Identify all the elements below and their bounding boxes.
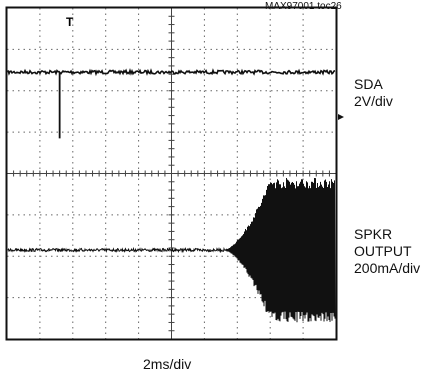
trigger-marker: T: [66, 15, 74, 29]
x-axis-label: 2ms/div: [143, 356, 192, 372]
screen-frame: [5, 6, 338, 341]
spkr-trace: [7, 177, 336, 323]
spkr-scale: 200mA/div: [354, 260, 421, 276]
sda-channel-label: SDA 2V/div: [354, 76, 393, 110]
spkr-name-2: OUTPUT: [354, 243, 412, 259]
sda-name: SDA: [354, 76, 383, 92]
sda-trace: [7, 67, 336, 77]
figure-tag: MAX97001 toc26: [265, 1, 342, 12]
sda-level-marker: [338, 114, 344, 120]
graticule-grid: [6, 7, 337, 340]
spkr-name: SPKR: [354, 226, 393, 242]
spkr-channel-label: SPKR OUTPUT 200mA/div: [354, 226, 420, 277]
sda-scale: 2V/div: [354, 93, 393, 109]
